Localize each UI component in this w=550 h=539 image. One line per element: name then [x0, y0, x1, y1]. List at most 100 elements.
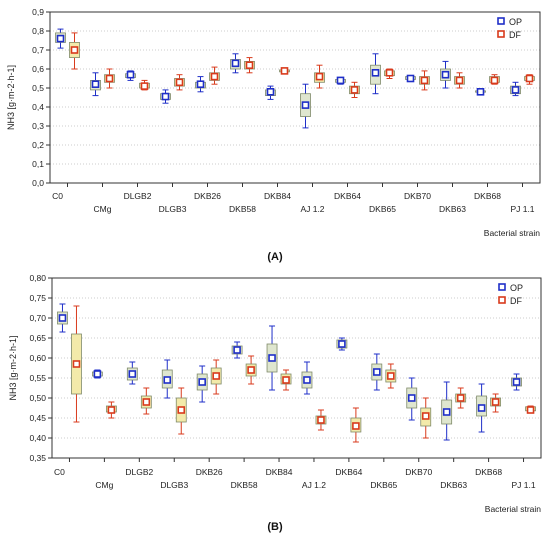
- median-marker: [247, 366, 255, 374]
- median-marker: [212, 372, 220, 380]
- y-tick-label: 0,70: [29, 313, 46, 323]
- median-marker: [317, 416, 325, 424]
- x-tick-label: CMg: [95, 480, 113, 490]
- box-op-dkb68: [476, 383, 488, 433]
- median-marker: [385, 69, 394, 77]
- median-marker: [511, 86, 520, 94]
- median-marker: [373, 368, 381, 376]
- median-marker: [268, 354, 276, 362]
- median-marker: [280, 67, 289, 75]
- y-tick-label: 0,1: [32, 159, 44, 169]
- x-tick-label: DKB63: [439, 204, 466, 214]
- y-tick-label: 0,65: [29, 333, 46, 343]
- legend-marker-df: [497, 30, 505, 38]
- median-marker: [490, 76, 499, 85]
- box-df-dlgb3: [175, 387, 187, 435]
- y-tick-label: 0,6: [32, 64, 44, 74]
- x-tick-label: DKB64: [334, 191, 361, 201]
- box-df-pj-1.1: [524, 74, 535, 85]
- median-marker: [512, 378, 521, 386]
- median-marker: [105, 74, 114, 83]
- median-marker: [161, 92, 170, 101]
- box-op-dkb63: [441, 381, 453, 441]
- panel-label: (B): [267, 521, 283, 533]
- median-marker: [72, 360, 81, 368]
- median-marker: [93, 370, 102, 378]
- x-tick-label: DKB26: [194, 191, 221, 201]
- box-op-pj-1.1: [510, 81, 521, 97]
- box-df-dkb65: [384, 68, 395, 79]
- x-tick-label: DKB58: [229, 204, 256, 214]
- x-tick-label: DKB70: [404, 191, 431, 201]
- median-marker: [282, 376, 290, 384]
- y-tick-label: 0,40: [29, 433, 46, 443]
- median-marker: [303, 376, 311, 384]
- x-tick-label: AJ 1.2: [300, 204, 324, 214]
- x-axis-label: Bacterial strain: [484, 228, 540, 238]
- median-marker: [406, 74, 415, 83]
- y-tick-label: 0,5: [32, 83, 44, 93]
- box-df-dlgb2: [140, 387, 152, 415]
- box-op-dkb58: [230, 53, 241, 74]
- x-tick-label: DKB58: [231, 480, 258, 490]
- x-tick-label: CMg: [94, 204, 112, 214]
- box-op-dlgb2: [126, 361, 138, 385]
- box-df-dkb26: [209, 66, 220, 85]
- legend-label-df: DF: [510, 296, 522, 306]
- x-tick-label: C0: [54, 467, 65, 477]
- x-tick-label: DLGB2: [125, 467, 153, 477]
- y-tick-label: 0,55: [29, 373, 46, 383]
- median-marker: [128, 370, 137, 378]
- y-tick-label: 0,8: [32, 26, 44, 36]
- x-tick-label: DKB68: [474, 191, 501, 201]
- legend: OP DF: [498, 283, 523, 306]
- box-df-c0: [69, 32, 80, 70]
- median-marker: [266, 88, 275, 96]
- box-op-dkb70: [405, 74, 416, 83]
- plot-frame: [49, 11, 541, 184]
- box-op-c0: [55, 28, 66, 49]
- median-marker: [525, 74, 534, 83]
- box-op-dlgb3: [160, 89, 171, 104]
- legend-label-op: OP: [510, 283, 523, 293]
- box-op-dkb64: [336, 337, 348, 351]
- box-op-dkb26: [195, 76, 206, 93]
- y-axis-label: NH3 [g·m-2·h-1]: [6, 65, 16, 130]
- x-tick-label: DLGB2: [124, 191, 152, 201]
- median-marker: [175, 78, 184, 87]
- x-tick-label: DKB68: [475, 467, 502, 477]
- box-op-cmg: [91, 369, 103, 379]
- x-tick-label: PJ 1.1: [510, 204, 534, 214]
- median-marker: [198, 378, 206, 386]
- box-df-pj-1.1: [525, 405, 536, 414]
- y-tick-label: 0,0: [32, 178, 44, 188]
- median-marker: [407, 394, 416, 402]
- median-marker: [456, 394, 465, 402]
- legend: OP DF: [497, 17, 522, 40]
- x-tick-label: DKB65: [370, 480, 397, 490]
- box-op-dkb64: [335, 76, 346, 85]
- box-df-aj-1.2: [315, 409, 327, 431]
- median-marker: [301, 101, 310, 109]
- median-marker: [70, 46, 79, 54]
- box-op-dlgb3: [161, 359, 173, 399]
- y-tick-label: 0,50: [29, 393, 46, 403]
- median-marker: [477, 404, 486, 412]
- box-op-c0: [57, 303, 68, 333]
- x-tick-label: DKB26: [196, 467, 223, 477]
- median-marker: [338, 340, 346, 348]
- box-df-dlgb3: [174, 74, 185, 91]
- median-marker: [245, 61, 254, 70]
- y-tick-label: 0,35: [29, 453, 46, 463]
- box-df-dkb64: [349, 81, 360, 98]
- y-tick-label: 0,4: [32, 102, 44, 112]
- y-tick-label: 0,7: [32, 45, 44, 55]
- y-tick-label: 0,2: [32, 140, 44, 150]
- x-tick-label: AJ 1.2: [302, 480, 326, 490]
- legend-marker-op: [497, 17, 505, 25]
- x-tick-label: DKB84: [266, 467, 293, 477]
- median-marker: [142, 398, 151, 406]
- legend-label-df: DF: [509, 30, 521, 40]
- median-marker: [421, 412, 430, 420]
- median-marker: [126, 70, 135, 79]
